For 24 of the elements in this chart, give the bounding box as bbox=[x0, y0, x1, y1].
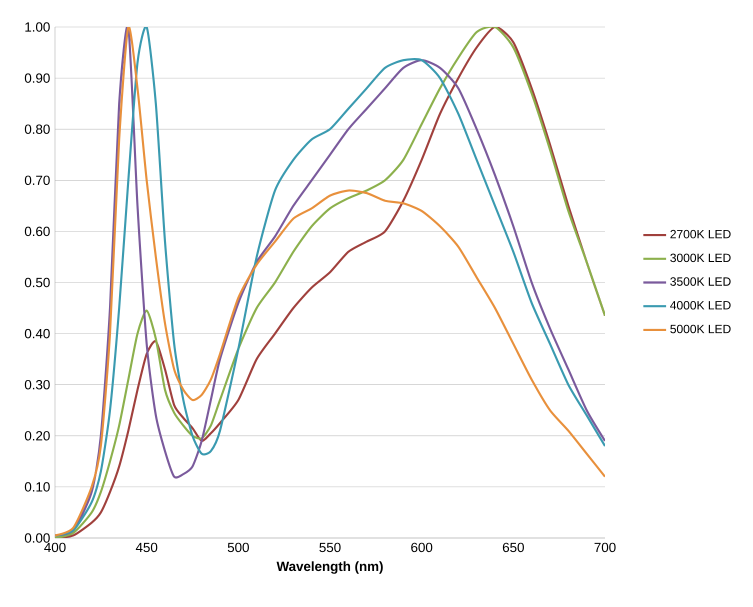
x-tick-label: 500 bbox=[228, 542, 249, 552]
legend-label: 3500K LED bbox=[670, 277, 731, 286]
x-tick-label: 700 bbox=[594, 542, 616, 552]
x-axis-title: Wavelength (nm) bbox=[276, 561, 383, 574]
y-tick-label: 0.60 bbox=[24, 226, 50, 236]
y-tick-label: 0.00 bbox=[24, 533, 50, 543]
legend-label: 2700K LED bbox=[670, 230, 731, 238]
x-tick-label: 650 bbox=[502, 542, 524, 552]
y-tick-label: 0.90 bbox=[24, 73, 50, 83]
legend-label: 5000K LED bbox=[670, 324, 731, 334]
y-tick-label: 0.70 bbox=[24, 176, 50, 186]
y-tick-label: 0.80 bbox=[24, 124, 50, 134]
y-tick-label: 1.00 bbox=[25, 22, 50, 32]
legend-label: 3000K LED bbox=[670, 254, 731, 262]
y-tick-label: 0.20 bbox=[24, 431, 50, 441]
x-tick-label: 550 bbox=[319, 542, 341, 552]
y-tick-label: 0.30 bbox=[24, 380, 50, 390]
y-tick-label: 0.10 bbox=[24, 482, 50, 492]
y-tick-label: 0.40 bbox=[24, 328, 50, 338]
x-tick-label: 450 bbox=[136, 542, 158, 552]
legend-label: 4000K LED bbox=[670, 301, 731, 310]
x-tick-label: 600 bbox=[411, 542, 432, 552]
x-tick-label: 400 bbox=[44, 542, 66, 552]
y-tick-label: 0.50 bbox=[24, 278, 50, 288]
